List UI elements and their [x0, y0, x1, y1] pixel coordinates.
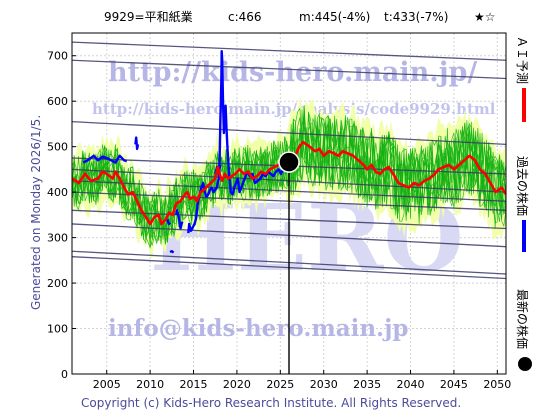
- watermark-site-url: http://kids-hero.main.jp/: [108, 57, 477, 88]
- legend-past-swatch: [522, 220, 526, 252]
- x-tick-label: 2010: [136, 378, 164, 391]
- watermark-email: info@kids-hero.main.jp: [108, 315, 408, 342]
- past-price-line: [169, 249, 175, 254]
- y-tick-label: 400: [47, 186, 68, 199]
- legend-latest-swatch: [518, 357, 532, 371]
- watermark-analysis-url: http://kids-hero.main.jp/analysis/code99…: [92, 100, 496, 118]
- ai-forecast-line: [72, 140, 506, 226]
- rating-stars: ★☆: [474, 10, 496, 24]
- legend-past-label: 過去の株価: [515, 156, 530, 216]
- current-price-marker: [278, 151, 300, 173]
- legend: ＡＩ予測 過去の株価 最新の株価: [515, 36, 532, 371]
- legend-ai-label: ＡＩ予測: [515, 36, 529, 84]
- x-tick-label: 2050: [483, 378, 511, 391]
- legend-ai-swatch: [522, 88, 526, 122]
- stock-code-name: 9929=平和紙業: [104, 9, 193, 24]
- x-tick-label: 2040: [397, 378, 425, 391]
- current-price: c:466: [228, 10, 262, 24]
- y-tick-label: 700: [47, 50, 68, 63]
- ai-forecast-series: [72, 140, 506, 226]
- past-price-line: [134, 136, 140, 151]
- y-tick-label: 0: [61, 368, 68, 381]
- trend-line: [72, 41, 506, 61]
- medium-term-forecast: m:445(-4%): [299, 10, 370, 24]
- y-tick-label: 300: [47, 232, 68, 245]
- generated-on-text: Generated on Monday 2026/1/5.: [29, 115, 43, 310]
- y-tick-label: 200: [47, 277, 68, 290]
- y-tick-label: 500: [47, 141, 68, 154]
- y-tick-label: 600: [47, 95, 68, 108]
- past-price-line: [82, 154, 128, 164]
- x-tick-label: 2020: [223, 378, 251, 391]
- plot-frame: [71, 32, 507, 375]
- band-line: [72, 107, 506, 242]
- past-price-line: [166, 219, 171, 226]
- axis-ticks: 0 100 200 300 400 500 600 700 2005 2010 2015 2020 20…: [47, 50, 511, 391]
- x-tick-label: 2025: [266, 378, 294, 391]
- x-tick-label: 2045: [440, 378, 468, 391]
- long-term-forecast: t:433(-7%): [384, 10, 448, 24]
- current-marker-group: [278, 151, 300, 374]
- y-tick-label: 100: [47, 323, 68, 336]
- x-tick-label: 2015: [180, 378, 208, 391]
- x-tick-label: 2030: [310, 378, 338, 391]
- trend-line: [72, 59, 506, 80]
- past-price-line: [175, 209, 184, 230]
- legend-latest-label: 最新の株価: [515, 289, 530, 349]
- copyright: Copyright (c) Kids-Hero Research Institu…: [81, 396, 461, 410]
- trend-line: [72, 121, 506, 146]
- x-tick-label: 2035: [353, 378, 381, 391]
- x-tick-label: 2005: [93, 378, 121, 391]
- grid: [72, 33, 506, 375]
